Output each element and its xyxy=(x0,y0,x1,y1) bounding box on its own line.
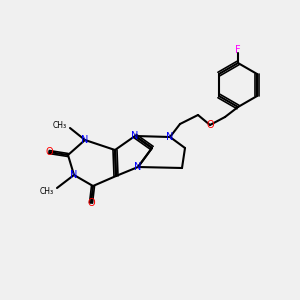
Text: CH₃: CH₃ xyxy=(40,187,54,196)
Text: O: O xyxy=(87,198,95,208)
Text: N: N xyxy=(166,132,174,142)
Text: N: N xyxy=(81,135,89,145)
Text: F: F xyxy=(235,45,241,55)
Text: O: O xyxy=(45,147,53,157)
Text: CH₃: CH₃ xyxy=(53,121,67,130)
Text: N: N xyxy=(70,170,78,180)
Text: N: N xyxy=(134,162,142,172)
Text: O: O xyxy=(206,120,214,130)
Text: N: N xyxy=(131,131,139,141)
